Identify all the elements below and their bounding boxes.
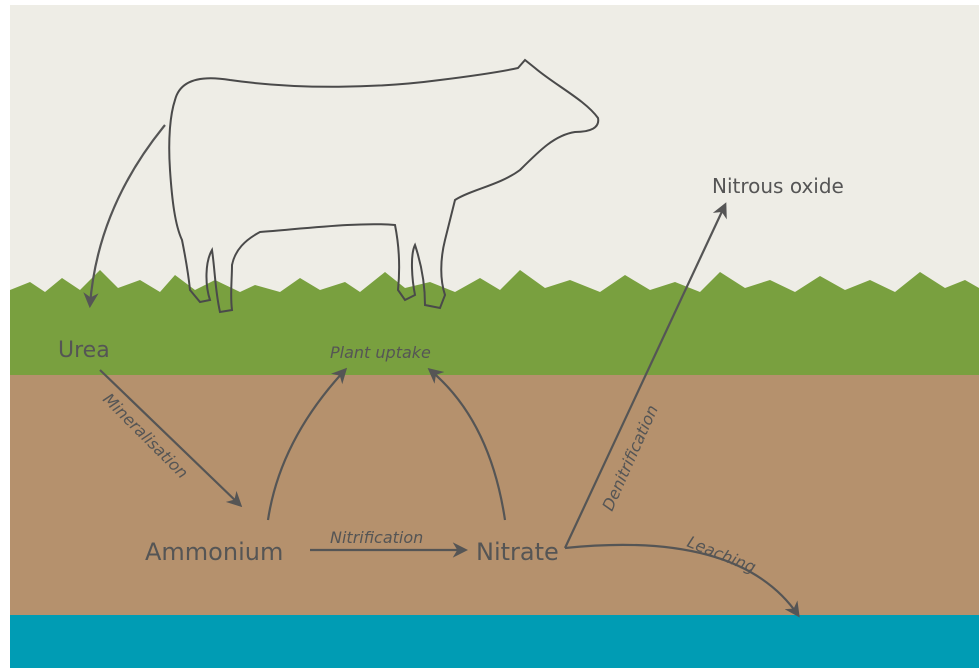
- node-label: Nitrous oxide: [712, 174, 844, 198]
- node-label: Plant uptake: [330, 343, 431, 362]
- process-label: Nitrification: [330, 528, 423, 547]
- soil: [10, 375, 979, 617]
- node-label: Urea: [58, 338, 110, 363]
- water: [10, 615, 979, 668]
- diagram: Urea Ammonium Nitrate Nitrous oxide Plan…: [0, 0, 979, 668]
- node-label: Nitrate: [476, 538, 559, 566]
- node-label: Ammonium: [145, 538, 283, 566]
